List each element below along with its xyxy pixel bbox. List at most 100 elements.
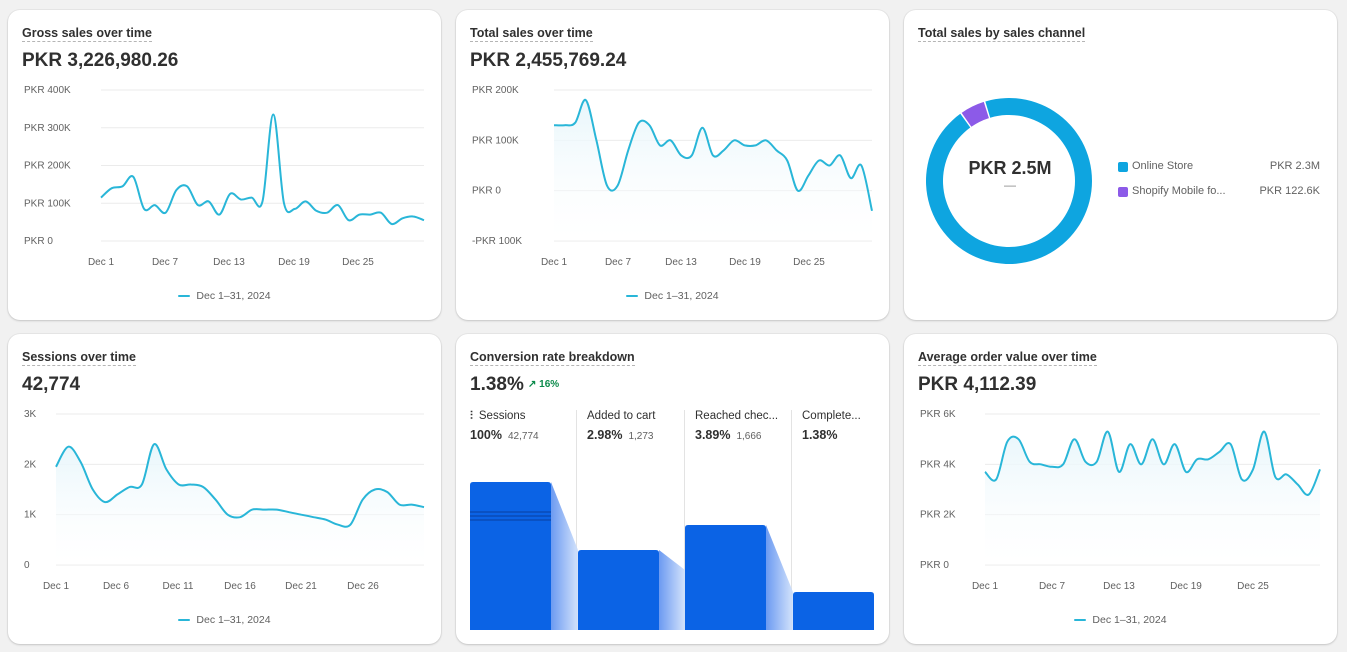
funnel-step-pct: 1.38% [802,428,838,442]
x-tick-label: Dec 25 [1237,581,1269,592]
funnel-step-pct-row: 1.38% [802,428,882,442]
sessions-chart: 3K 2K 1K 0 Dec 1 Dec 6 Dec 11 Dec 16 Dec 21 Dec 2… [24,409,425,592]
y-tick-label: 1K [24,510,37,521]
funnel-divider [684,410,685,630]
y-tick-label: PKR 100K [24,198,71,209]
funnel-step-count: 42,774 [507,431,539,442]
x-tick-label: Dec 1 [972,581,999,592]
x-tick-label: Dec 16 [224,581,256,592]
series-line [55,443,425,528]
y-tick-label: PKR 2K [920,510,956,521]
x-tick-label: Dec 13 [665,257,697,268]
x-tick-label: Dec 1 [88,257,115,268]
channel-name: Online Store [1132,160,1194,172]
funnel-step-label-row: ⫶ Sessions [470,410,574,424]
funnel-divider [576,410,577,630]
legend-label: Dec 1–31, 2024 [644,290,719,302]
channel-row-online-store[interactable]: Online Store PKR 2.3M [1118,160,1320,185]
total-sales-chart: PKR 200K PKR 100K PKR 0 -PKR 100K Dec 1 Dec 7… [472,85,873,268]
conversion-funnel-chart [470,482,874,630]
sales-channel-card: Total sales by sales channel PKR 2.5M — … [904,10,1337,320]
aov-legend: Dec 1–31, 2024 [904,614,1337,626]
sessions-card: Sessions over time 42,774 3K 2K 1K 0 Dec 1 De… [8,334,441,644]
funnel-step-count: 1,666 [736,431,762,442]
funnel-step-label: Sessions [478,410,526,422]
conversion-change-badge: ↗ 16% [528,379,560,390]
funnel-step-pct-row: 2.98% 1,273 [587,428,682,442]
y-tick-label: PKR 100K [472,135,519,146]
funnel-divider [791,410,792,630]
funnel-step-added-to-cart: Added to cart 2.98% 1,273 [587,410,682,630]
x-tick-label: Dec 6 [103,581,130,592]
y-tick-label: PKR 4K [920,459,956,470]
y-tick-label: PKR 300K [24,123,71,134]
conversion-title[interactable]: Conversion rate breakdown [470,350,635,366]
y-tick-label: PKR 400K [24,85,71,96]
x-tick-label: Dec 25 [793,257,825,268]
donut-center: PKR 2.5M — [924,158,1096,191]
channel-name: Shopify Mobile fo... [1132,185,1226,197]
donut-center-sub: — [1004,178,1016,192]
conversion-card: Conversion rate breakdown 1.38% ↗ 16% ⫶ S… [456,334,889,644]
series-line [100,113,425,226]
sessions-legend: Dec 1–31, 2024 [8,614,441,626]
channel-value: PKR 2.3M [1269,160,1320,172]
funnel-step-reached-checkout: Reached chec... 3.89% 1,666 [695,410,789,630]
total-sales-value: PKR 2,455,769.24 [470,50,627,71]
channel-row-shopify-mobile[interactable]: Shopify Mobile fo... PKR 122.6K [1118,185,1320,210]
funnel-step-label: Added to cart [587,410,656,422]
x-tick-label: Dec 19 [729,257,761,268]
funnel-connector [766,525,793,630]
conversion-value: 1.38% [470,374,524,395]
channel-swatch [1118,187,1128,197]
funnel-bar [578,550,659,630]
channel-value: PKR 122.6K [1259,185,1320,197]
funnel-bar [470,482,551,630]
legend-label: Dec 1–31, 2024 [196,290,271,302]
donut-center-value: PKR 2.5M [968,158,1052,178]
total-sales-title[interactable]: Total sales over time [470,26,593,42]
funnel-step-completed: Complete... 1.38% [802,410,882,630]
y-tick-label: PKR 0 [920,560,949,571]
legend-line-swatch [178,295,191,297]
aov-title[interactable]: Average order value over time [918,350,1097,366]
funnel-step-pct-row: 100% 42,774 [470,428,574,442]
sessions-title[interactable]: Sessions over time [22,350,136,366]
y-tick-label: PKR 0 [24,236,53,247]
legend-line-swatch [626,295,639,297]
funnel-step-pct: 2.98% [587,428,623,442]
funnel-bar [793,592,874,630]
y-tick-label: -PKR 100K [472,236,522,247]
funnel-connector [659,550,685,630]
x-tick-label: Dec 25 [342,257,374,268]
gross-sales-legend: Dec 1–31, 2024 [8,290,441,302]
y-tick-label: 2K [24,459,37,470]
gross-sales-title[interactable]: Gross sales over time [22,26,152,42]
x-tick-label: Dec 21 [285,581,317,592]
funnel-step-label: Complete... [802,410,861,422]
x-tick-label: Dec 19 [1170,581,1202,592]
sessions-value: 42,774 [22,374,81,395]
series-area [56,443,424,565]
funnel-step-pct-row: 3.89% 1,666 [695,428,789,442]
y-tick-label: PKR 0 [472,186,501,197]
total-sales-card: Total sales over time PKR 2,455,769.24 P… [456,10,889,320]
funnel-step-pct: 100% [470,428,502,442]
sales-channel-title[interactable]: Total sales by sales channel [918,26,1086,42]
x-tick-label: Dec 19 [278,257,310,268]
funnel-step-count: 1,273 [628,431,654,442]
y-tick-label: PKR 200K [24,161,71,172]
x-tick-label: Dec 1 [43,581,70,592]
legend-line-swatch [1074,619,1087,621]
sales-channel-donut [926,98,1092,264]
x-tick-label: Dec 7 [1039,581,1066,592]
y-tick-label: 0 [24,560,30,571]
gross-sales-card: Gross sales over time PKR 3,226,980.26 P… [8,10,441,320]
x-tick-label: Dec 13 [1103,581,1135,592]
series-area [554,99,872,241]
legend-label: Dec 1–31, 2024 [1092,614,1167,626]
x-tick-label: Dec 1 [541,257,568,268]
gross-sales-value: PKR 3,226,980.26 [22,50,179,71]
x-tick-label: Dec 7 [605,257,632,268]
series-line [553,99,873,212]
